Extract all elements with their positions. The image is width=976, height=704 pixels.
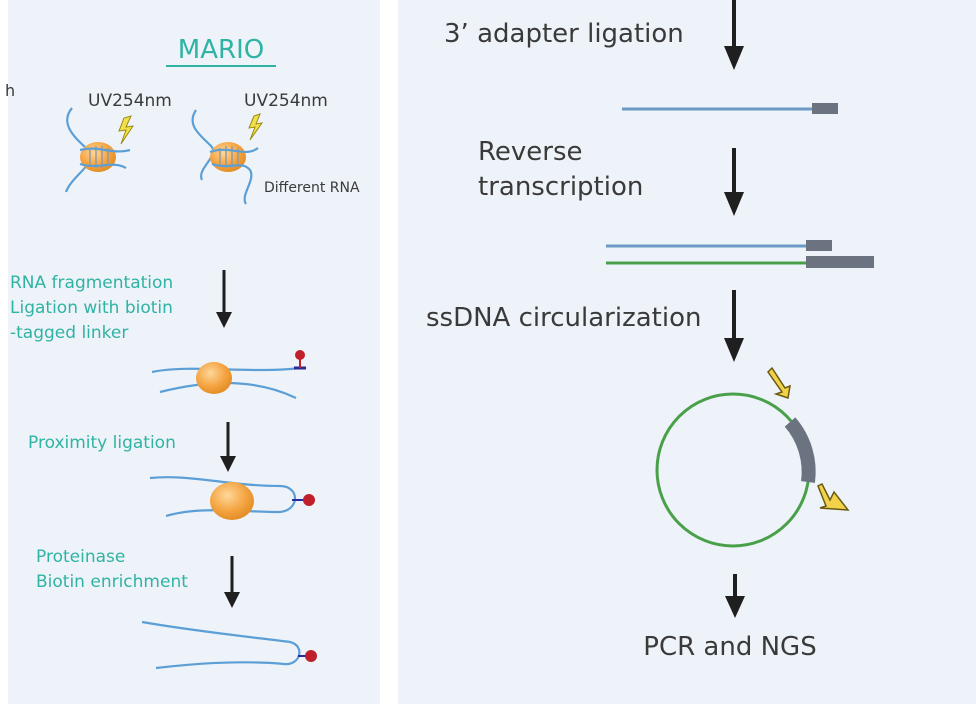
adapter-segment: [784, 417, 816, 483]
arrow-down-icon: [224, 556, 240, 608]
biotin-icon: [305, 650, 317, 662]
uv-label-1: UV254nm: [88, 91, 172, 111]
step2-label: Proximity ligation: [28, 433, 176, 453]
step1-line2: Ligation with biotin: [10, 298, 173, 318]
step-adapter-label: 3’ adapter ligation: [444, 19, 684, 49]
step-circ-label: ssDNA circularization: [426, 303, 701, 333]
mario-title: MARIO: [178, 35, 264, 65]
rna-cdna-duplex: [606, 240, 874, 268]
step-rt-line1: Reverse: [478, 137, 583, 167]
crosslinked-complex-2: [191, 109, 264, 205]
different-rna-label: Different RNA: [264, 180, 360, 196]
rna-with-adapter: [622, 103, 838, 114]
adapter-block: [806, 240, 832, 251]
circular-ssdna: [655, 366, 850, 548]
biotin-icon: [295, 350, 305, 360]
primer-arrow-icon: [767, 366, 791, 399]
primer-arrow-icon: [817, 482, 850, 511]
uv-label-2: UV254nm: [244, 91, 328, 111]
step-rt-line2: transcription: [478, 172, 643, 202]
crosslinked-complex-1: [64, 107, 135, 193]
arrow-down-icon: [724, 148, 744, 216]
protein-icon: [196, 362, 232, 394]
adapter-block: [812, 103, 838, 114]
protein-icon: [210, 482, 254, 520]
protein-icon: [210, 142, 246, 172]
step1-line3: -tagged linker: [10, 323, 128, 343]
stray-mark: h: [5, 81, 15, 100]
arrow-down-icon: [725, 574, 745, 618]
left-panel-mario: [8, 0, 380, 704]
step3-line2: Biotin enrichment: [36, 572, 188, 592]
uv-lightning-icon: [248, 113, 264, 141]
step3-line1: Proteinase: [36, 547, 125, 567]
arrow-down-icon: [216, 270, 232, 328]
arrow-down-icon: [724, 0, 744, 70]
arrow-down-icon: [220, 422, 236, 472]
enriched-rna-chimera: [141, 620, 317, 670]
biotin-icon: [303, 494, 315, 506]
uv-lightning-icon: [118, 115, 135, 145]
proximity-ligated-complex: [149, 476, 315, 520]
step1-line1: RNA fragmentation: [10, 273, 173, 293]
right-panel-library-prep: [398, 0, 976, 704]
protein-icon: [80, 142, 116, 172]
fragmented-complex: [151, 350, 306, 399]
rt-primer-block: [806, 256, 874, 268]
step-pcr-label: PCR and NGS: [643, 632, 816, 662]
arrow-down-icon: [724, 290, 744, 362]
